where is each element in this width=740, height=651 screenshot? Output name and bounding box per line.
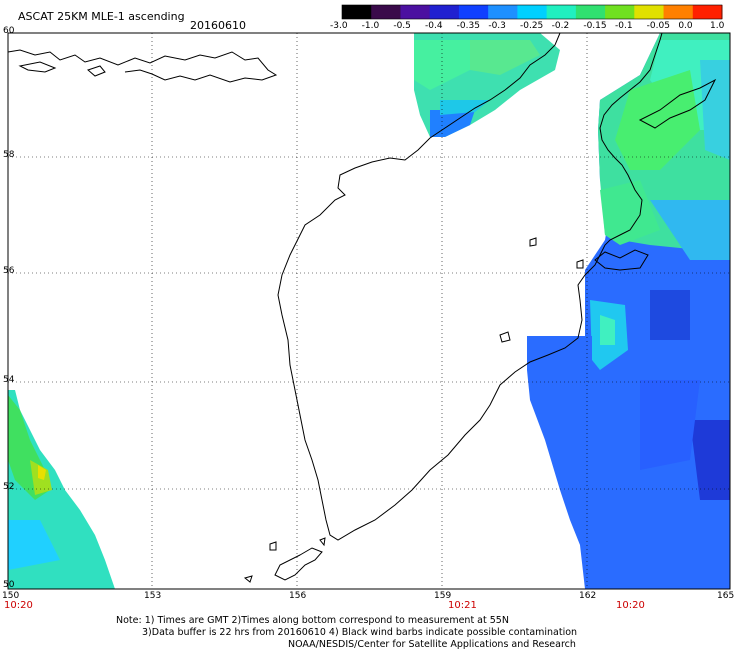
colorbar-label: -0.4 xyxy=(425,21,443,31)
lat-label-60: 60 xyxy=(3,26,15,36)
lat-label-58: 58 xyxy=(3,150,15,160)
colorbar-label: -0.5 xyxy=(393,21,411,31)
colorbar-label: -3.0 xyxy=(330,21,348,31)
time-label-left: 10:20 xyxy=(4,600,33,611)
colorbar-swatch xyxy=(458,5,489,19)
coastline xyxy=(7,32,717,583)
colorbar-label: -1.0 xyxy=(361,21,380,31)
time-label-right: 10:20 xyxy=(616,600,645,611)
note-line-1: Note: 1) Times are GMT 2)Times along bot… xyxy=(116,615,509,626)
chart-title: ASCAT 25KM MLE-1 ascending xyxy=(18,10,185,23)
lon-label-156: 156 xyxy=(289,591,307,601)
note-line-2: 3)Data buffer is 22 hrs from 20160610 4)… xyxy=(142,627,578,638)
swath-east xyxy=(585,33,730,589)
colorbar-swatch xyxy=(692,5,723,19)
lon-label-153: 153 xyxy=(144,591,162,601)
colorbar-swatch xyxy=(429,5,460,19)
swath-southwest xyxy=(8,390,115,589)
colorbar-swatch xyxy=(605,5,635,19)
lon-label-159: 159 xyxy=(434,591,452,601)
grid xyxy=(8,33,730,589)
time-label-center: 10:21 xyxy=(448,600,477,611)
lat-label-56: 56 xyxy=(3,266,15,276)
colorbar-label: -0.3 xyxy=(488,21,506,31)
colorbar-swatch xyxy=(517,5,548,19)
map-frame xyxy=(7,32,731,590)
colorbar-swatch xyxy=(663,5,694,19)
colorbar-label: -0.2 xyxy=(551,21,570,31)
chart-date: 20160610 xyxy=(190,19,246,32)
colorbar-swatch xyxy=(400,5,431,19)
colorbar-label: 0.0 xyxy=(678,21,693,31)
colorbar-swatch xyxy=(371,5,401,19)
colorbar-label: -0.15 xyxy=(583,21,607,31)
colorbar-label: -0.35 xyxy=(456,21,480,31)
lat-label-52: 52 xyxy=(3,482,15,492)
colorbar-swatch xyxy=(546,5,577,19)
lon-label-150: 150 xyxy=(2,591,20,601)
colorbar-swatch xyxy=(575,5,606,19)
colorbar-label: -0.05 xyxy=(646,21,670,31)
colorbar-swatch xyxy=(342,5,372,19)
colorbar-label: -0.25 xyxy=(520,21,544,31)
lon-label-165: 165 xyxy=(717,591,735,601)
swath-mid-east xyxy=(527,336,592,589)
colorbar-label: 1.0 xyxy=(710,21,725,31)
lon-label-162: 162 xyxy=(579,591,597,601)
colorbar-swatch xyxy=(634,5,665,19)
colorbar xyxy=(341,4,723,20)
lat-label-54: 54 xyxy=(3,375,15,385)
colorbar-label: -0.1 xyxy=(615,21,633,31)
colorbar-swatch xyxy=(488,5,518,19)
lat-label-50: 50 xyxy=(3,580,15,590)
note-line-3: NOAA/NESDIS/Center for Satellite Applica… xyxy=(288,639,576,650)
